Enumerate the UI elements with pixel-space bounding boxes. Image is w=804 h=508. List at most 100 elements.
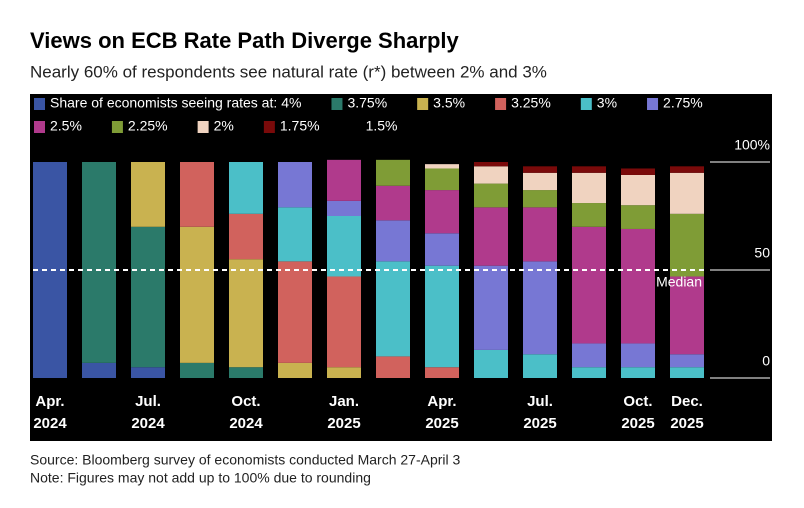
- bar-segment: [621, 367, 655, 378]
- bar-segment: [523, 207, 557, 262]
- legend-label: 1.75%: [280, 118, 320, 134]
- bar-segment: [180, 162, 214, 227]
- bar-segment: [572, 367, 606, 378]
- bar-segment: [229, 367, 263, 378]
- bar-segment: [572, 166, 606, 173]
- chart-title: Views on ECB Rate Path Diverge Sharply: [30, 28, 459, 53]
- bar-segment: [327, 159, 361, 201]
- bar-segment: [131, 367, 165, 378]
- x-tick-line: Apr.: [427, 393, 456, 410]
- legend-swatch: [34, 98, 45, 110]
- bar-segment: [425, 164, 459, 169]
- x-tick-line: 2025: [523, 415, 556, 432]
- legend-label: 2.75%: [663, 95, 703, 111]
- bar-segment: [180, 362, 214, 378]
- x-tick-label: Apr. 2024: [33, 393, 67, 432]
- y-tick-label: 0: [762, 353, 770, 369]
- legend-swatch: [349, 121, 361, 133]
- bar-segment: [425, 265, 459, 368]
- legend-swatch: [331, 98, 343, 110]
- legend-label: 3.5%: [433, 95, 465, 111]
- bar-segment: [474, 207, 508, 266]
- bar-segment: [523, 172, 557, 191]
- bar-segment: [621, 205, 655, 229]
- x-tick-line: Oct.: [231, 393, 260, 410]
- x-tick-line: Apr.: [35, 393, 64, 410]
- bar-segment: [474, 349, 508, 378]
- bar-segment: [670, 172, 704, 214]
- bar-segment: [278, 162, 312, 208]
- bar-segment: [621, 168, 655, 175]
- x-tick-label: Dec. 2025: [670, 393, 703, 432]
- x-tick-label: Oct. 2025: [621, 393, 654, 432]
- median-label: Median: [656, 274, 702, 290]
- bar-segment: [572, 172, 606, 204]
- bar-segment: [327, 276, 361, 368]
- note: Note: Figures may not add up to 100% due…: [30, 470, 371, 486]
- bar-segment: [376, 220, 410, 262]
- x-tick-line: Dec.: [671, 393, 703, 410]
- source-note: Source: Bloomberg survey of economists c…: [30, 452, 461, 468]
- bar-segment: [82, 162, 116, 363]
- x-tick-line: Jul.: [527, 393, 553, 410]
- x-tick-line: 2025: [621, 415, 654, 432]
- legend-label: 2%: [214, 118, 234, 134]
- bar-segment: [621, 343, 655, 368]
- bar-segment: [278, 207, 312, 262]
- bar-segment: [474, 166, 508, 184]
- bar-segment: [376, 159, 410, 186]
- legend-swatch: [580, 98, 592, 110]
- legend-label: 3.75%: [347, 95, 387, 111]
- legend-label: 2.5%: [50, 118, 82, 134]
- bar-segment: [670, 213, 704, 277]
- bar-segment: [670, 276, 704, 355]
- legend-swatch: [34, 121, 45, 133]
- x-tick-label: Jul. 2024: [131, 393, 165, 432]
- bar-segment: [229, 259, 263, 368]
- x-tick-line: 2025: [425, 415, 458, 432]
- bar-segment: [229, 162, 263, 214]
- bar-segment: [131, 226, 165, 368]
- bar-segment: [425, 367, 459, 378]
- bar-segment: [327, 367, 361, 378]
- legend-label: 3%: [597, 95, 617, 111]
- bar-segment: [229, 213, 263, 260]
- x-tick-line: Jan.: [329, 393, 359, 410]
- x-tick-label: Apr. 2025: [425, 393, 458, 432]
- x-tick-label: Jan. 2025: [327, 393, 360, 432]
- chart-subtitle: Nearly 60% of respondents see natural ra…: [30, 62, 547, 81]
- legend-swatch: [647, 98, 659, 110]
- bar-segment: [523, 261, 557, 355]
- x-tick-line: 2025: [670, 415, 703, 432]
- bar-segment: [474, 162, 508, 167]
- legend-label: 2.25%: [128, 118, 168, 134]
- bar-segment: [180, 226, 214, 363]
- legend-label: 3.25%: [511, 95, 551, 111]
- bar-segment: [670, 367, 704, 378]
- bar-segment: [670, 354, 704, 368]
- bar-segment: [376, 356, 410, 378]
- y-tick-label: 100%: [734, 137, 770, 153]
- legend-title: Share of economists seeing rates at:: [50, 95, 277, 111]
- x-tick-line: 2024: [229, 415, 263, 432]
- legend-swatch: [417, 98, 429, 110]
- bar-segment: [621, 174, 655, 206]
- bar-segment: [572, 226, 606, 344]
- x-tick-line: Jul.: [135, 393, 161, 410]
- x-tick-line: 2024: [33, 415, 67, 432]
- bar-segment: [327, 216, 361, 277]
- bar-segment: [523, 354, 557, 378]
- bar-segment: [670, 166, 704, 173]
- bar-segment: [82, 362, 116, 378]
- bar-segment: [621, 228, 655, 344]
- bar-segment: [572, 203, 606, 227]
- legend-swatch: [111, 121, 123, 133]
- bar-segment: [278, 362, 312, 378]
- legend-label: 1.5%: [366, 118, 398, 134]
- x-tick-label: Jul. 2025: [523, 393, 556, 432]
- bar-segment: [425, 233, 459, 266]
- bar-segment: [278, 261, 312, 363]
- bar-segment: [523, 190, 557, 208]
- x-tick-line: Oct.: [623, 393, 652, 410]
- bar-segment: [376, 261, 410, 357]
